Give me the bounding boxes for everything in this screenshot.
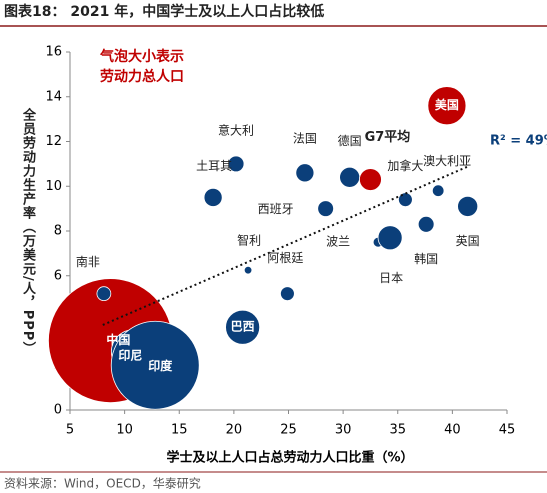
size-note: 劳动力总人口	[100, 68, 184, 85]
x-tick-label: 30	[335, 423, 352, 438]
bubble	[457, 195, 479, 217]
x-tick-label: 5	[66, 423, 74, 438]
chart-title: 图表18： 2021 年，中国学士及以上人口占比较低	[4, 3, 324, 20]
point-label: 波兰	[326, 235, 350, 249]
bubble	[431, 184, 445, 197]
point-label: 智利	[237, 233, 261, 248]
point-label: 中国	[106, 332, 130, 347]
source: 资料来源：Wind，OECD，华泰研究	[4, 476, 201, 491]
point-label: 南非	[76, 254, 100, 269]
x-tick-label: 45	[499, 423, 516, 438]
bubble	[417, 215, 435, 233]
x-tick-label: 15	[171, 423, 188, 438]
bubble	[280, 286, 295, 302]
x-axis-label: 学士及以上人口占总劳动力人口比重（%）	[166, 450, 413, 466]
point-label: 阿根廷	[267, 251, 303, 265]
bubble	[110, 320, 200, 410]
bubble	[398, 192, 413, 208]
y-tick-label: 14	[45, 89, 62, 104]
bubble	[339, 166, 361, 188]
x-tick-label: 40	[444, 423, 461, 438]
point-label: G7平均	[365, 129, 411, 145]
point-label: 美国	[435, 97, 459, 112]
bubble	[427, 86, 467, 126]
r2-label: R² = 49%	[490, 134, 547, 149]
point-label: 日本	[379, 271, 403, 285]
y-tick-label: 12	[45, 134, 62, 149]
y-tick-label: 6	[54, 268, 62, 283]
y-tick-label: 16	[45, 45, 62, 60]
point-label: 土耳其	[196, 159, 232, 173]
bubble	[225, 309, 261, 345]
bubble	[203, 187, 223, 207]
point-label: 英国	[456, 234, 480, 248]
x-tick-label: 20	[226, 423, 243, 438]
bubble	[295, 163, 315, 183]
point-label: 法国	[293, 131, 317, 145]
x-tick-label: 10	[116, 423, 133, 438]
point-label: 德国	[338, 133, 362, 148]
y-tick-label: 0	[54, 403, 62, 418]
point-label: 印尼	[118, 348, 142, 362]
point-label: 巴西	[231, 320, 255, 334]
trend-line	[102, 165, 470, 326]
bubble	[359, 168, 382, 191]
y-tick-label: 10	[45, 179, 62, 194]
y-axis-label: 全员劳动力生产率（万美元/人，PPP）	[20, 108, 35, 356]
point-label: 印度	[148, 358, 173, 373]
bubble	[227, 155, 245, 173]
x-tick-label: 25	[280, 423, 297, 438]
point-label: 西班牙	[258, 202, 294, 216]
x-tick-label: 35	[389, 423, 406, 438]
point-label: 澳大利亚	[423, 154, 471, 168]
size-note: 气泡大小表示	[99, 48, 184, 65]
bubble	[96, 286, 112, 302]
bubble	[243, 265, 253, 275]
bubble	[377, 225, 403, 251]
point-label: 意大利	[218, 122, 254, 137]
point-label: 加拿大	[387, 158, 423, 173]
point-label: 韩国	[414, 251, 438, 266]
y-tick-label: 8	[54, 224, 62, 239]
bubble	[317, 200, 334, 217]
